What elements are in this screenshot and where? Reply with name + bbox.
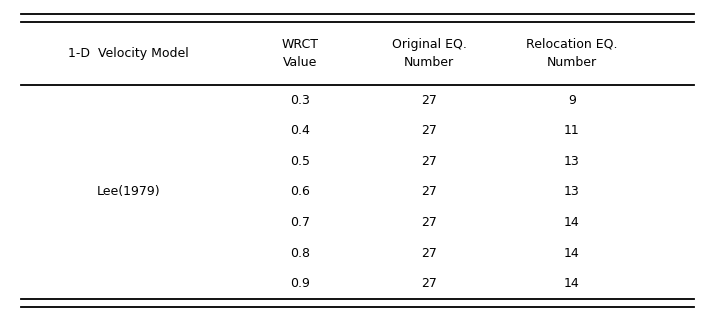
Text: Relocation EQ.
Number: Relocation EQ. Number xyxy=(526,38,618,69)
Text: 27: 27 xyxy=(421,277,437,290)
Text: 14: 14 xyxy=(564,277,580,290)
Text: 0.4: 0.4 xyxy=(290,124,310,137)
Text: 0.9: 0.9 xyxy=(290,277,310,290)
Text: 27: 27 xyxy=(421,124,437,137)
Text: 27: 27 xyxy=(421,155,437,168)
Text: 9: 9 xyxy=(568,94,576,106)
Text: 14: 14 xyxy=(564,246,580,260)
Text: 27: 27 xyxy=(421,94,437,106)
Text: 14: 14 xyxy=(564,216,580,229)
Text: Lee(1979): Lee(1979) xyxy=(97,185,160,198)
Text: 11: 11 xyxy=(564,124,580,137)
Text: Original EQ.
Number: Original EQ. Number xyxy=(392,38,466,69)
Text: 27: 27 xyxy=(421,246,437,260)
Text: 1-D  Velocity Model: 1-D Velocity Model xyxy=(69,47,189,60)
Text: 0.8: 0.8 xyxy=(290,246,310,260)
Text: 0.7: 0.7 xyxy=(290,216,310,229)
Text: 0.3: 0.3 xyxy=(290,94,310,106)
Text: 27: 27 xyxy=(421,185,437,198)
Text: 0.6: 0.6 xyxy=(290,185,310,198)
Text: 27: 27 xyxy=(421,216,437,229)
Text: 13: 13 xyxy=(564,155,580,168)
Text: 0.5: 0.5 xyxy=(290,155,310,168)
Text: 13: 13 xyxy=(564,185,580,198)
Text: WRCT
Value: WRCT Value xyxy=(282,38,319,69)
